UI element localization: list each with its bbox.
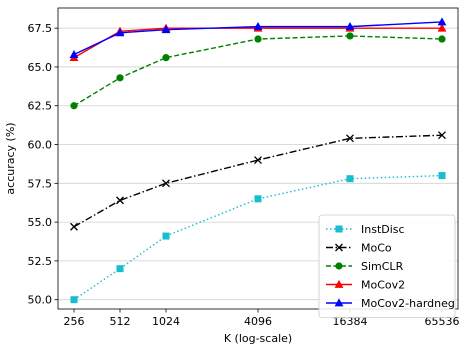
legend-item: SimCLR [326,260,404,273]
legend-label: SimCLR [361,260,404,273]
y-tick-label: 50.0 [28,294,53,307]
legend-marker [335,225,343,233]
data-point [438,35,446,43]
series-0 [70,172,446,304]
series-line [73,35,443,107]
data-point [253,22,263,31]
data-point [162,232,170,240]
y-tick-label: 62.5 [28,100,53,113]
data-point [69,49,79,58]
legend-label: InstDisc [361,223,405,236]
data-point [346,32,354,40]
legend-label: MoCov2 [361,279,405,292]
data-point [162,179,170,188]
x-tick-label: 16384 [333,315,368,328]
legend-item: MoCo [326,242,392,255]
y-tick-label: 67.5 [28,22,53,35]
series-2 [70,32,446,110]
data-point [346,134,354,143]
legend-marker [335,262,343,270]
data-point [346,175,354,183]
legend-item: MoCov2-hardneg [326,297,455,310]
data-point [438,172,446,180]
data-point [345,22,355,31]
legend-label: MoCov2-hardneg [361,297,455,310]
legend-marker [334,279,344,288]
x-axis-label: K (log-scale) [224,332,292,345]
data-point [70,222,78,231]
axes: 50.0 52.5 55.0 57.5 60.0 62.5 65.0 67.5 256 512 10… [28,22,460,328]
x-tick-label: 512 [110,315,131,328]
data-point [254,35,262,43]
y-tick-label: 55.0 [28,216,53,229]
data-point [254,156,262,165]
y-tick-label: 65.0 [28,61,53,74]
grid-lines [58,27,458,301]
data-point [437,23,447,32]
x-tick-label: 256 [64,315,85,328]
data-point [115,28,125,37]
series-1 [70,131,446,231]
legend-box [318,214,456,318]
legend-label: MoCo [361,242,392,255]
legend-item: InstDisc [326,223,405,236]
legend-item: MoCov2 [326,279,405,292]
series-4 [69,17,447,58]
series-line [73,21,443,56]
y-tick-label: 52.5 [28,255,53,268]
plot-series [69,17,447,304]
data-point [70,296,78,304]
data-point [254,195,262,203]
y-axis-label: accuracy (%) [4,122,17,194]
data-point [161,25,171,34]
data-point [116,74,124,82]
data-point [116,196,124,205]
data-point [70,102,78,110]
y-tick-label: 60.0 [28,139,53,152]
data-point [437,17,447,26]
y-tick-label: 57.5 [28,177,53,190]
data-point [162,54,170,62]
x-tick-label: 1024 [152,315,180,328]
legend-marker [335,243,343,252]
data-point [438,131,446,140]
series-line [73,174,443,301]
legend: InstDisc MoCo SimCLR MoCov2 MoCov2-hardneg [318,214,456,318]
legend-marker [334,298,344,307]
x-tick-label: 65536 [425,315,460,328]
x-tick-label: 4096 [244,315,272,328]
data-point [116,265,124,273]
series-line [73,134,443,228]
